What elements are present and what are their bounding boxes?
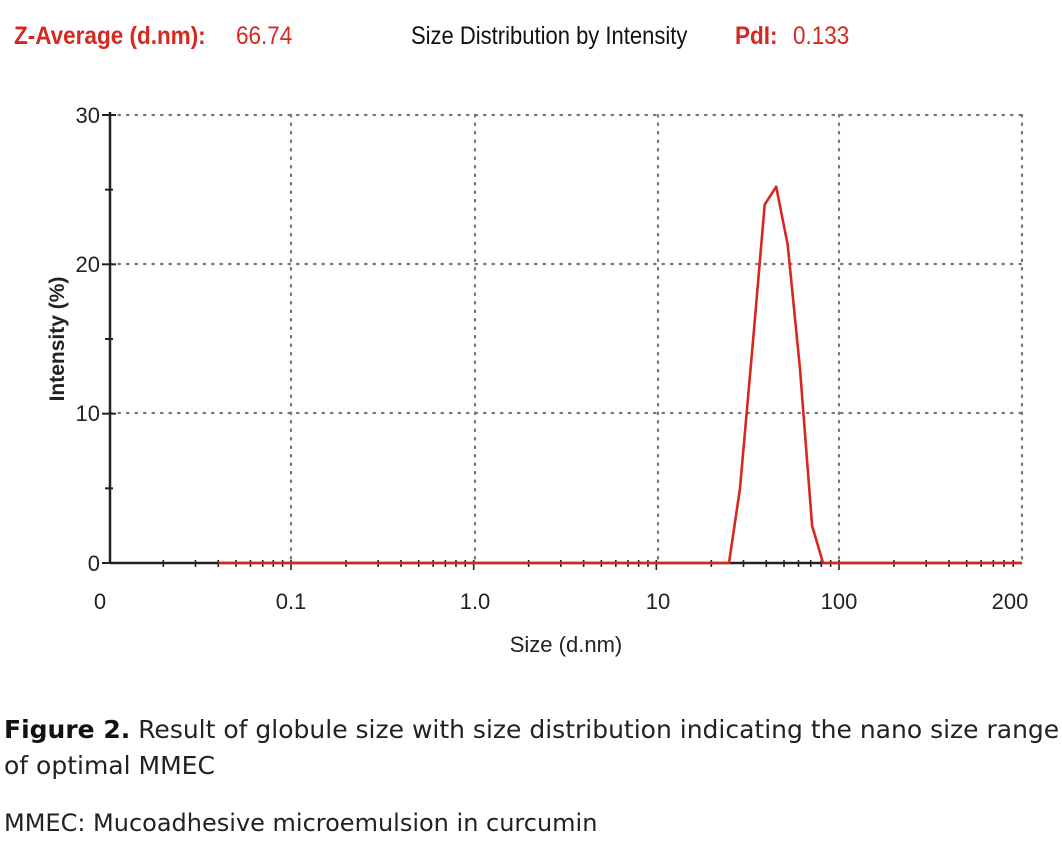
chart-title: Size Distribution by Intensity — [411, 22, 688, 50]
x-axis-title: Size (d.nm) — [510, 632, 622, 657]
pdi-value: 0.133 — [793, 22, 850, 50]
y-axis-title: Intensity (%) — [46, 277, 69, 402]
y-tick-label-3: 30 — [76, 103, 100, 128]
figure-caption-text: Result of globule size with size distrib… — [4, 715, 1060, 780]
size-distribution-chart: 0 10 20 30 0 0.1 1.0 10 100 200 Size (d.nm) Intensi… — [46, 103, 1029, 657]
figure-label: Figure 2. — [4, 715, 131, 744]
z-average-label: Z-Average (d.nm): — [14, 22, 206, 50]
pdi-label: PdI: — [735, 22, 778, 50]
x-tick-label-2: 1.0 — [460, 589, 491, 614]
figure-caption: Figure 2. Result of globule size with si… — [4, 712, 1062, 784]
y-tick-label-2: 20 — [76, 252, 100, 277]
y-tick-label-1: 10 — [76, 401, 100, 426]
z-average-value: 66.74 — [236, 22, 293, 50]
series-line-0 — [218, 185, 1022, 565]
y-tick-label-0: 0 — [88, 551, 100, 576]
x-tick-label-4: 100 — [821, 589, 858, 614]
figure-note: MMEC: Mucoadhesive microemulsion in curc… — [4, 809, 598, 837]
x-tick-label-1: 0.1 — [276, 589, 307, 614]
x-tick-label-0: 0 — [94, 589, 106, 614]
x-tick-label-5: 200 — [992, 589, 1029, 614]
x-tick-label-3: 10 — [646, 589, 670, 614]
